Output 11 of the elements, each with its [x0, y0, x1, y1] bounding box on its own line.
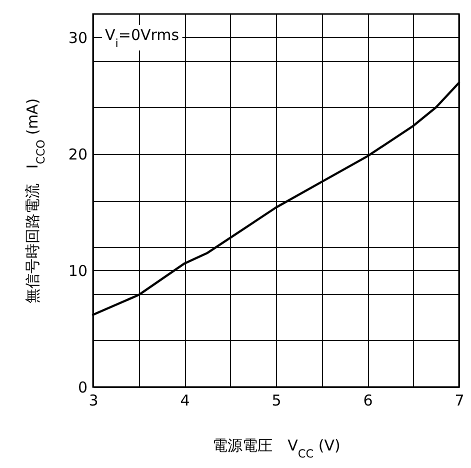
annotation: V$_{i}$=0Vrms: [105, 26, 180, 50]
x-axis-title: 電源電圧 V$_{CC}$ (V): [212, 436, 340, 460]
x-tick-label: 3: [88, 392, 98, 410]
y-tick-label: 10: [68, 262, 88, 280]
x-tick-label: 4: [180, 392, 190, 410]
x-tick-label: 5: [272, 392, 282, 410]
x-tick-label: 6: [363, 392, 373, 410]
y-tick-label: 20: [68, 145, 88, 164]
x-tick-label: 7: [454, 392, 464, 410]
y-tick-label: 0: [78, 378, 88, 396]
y-tick-label: 30: [68, 28, 88, 47]
